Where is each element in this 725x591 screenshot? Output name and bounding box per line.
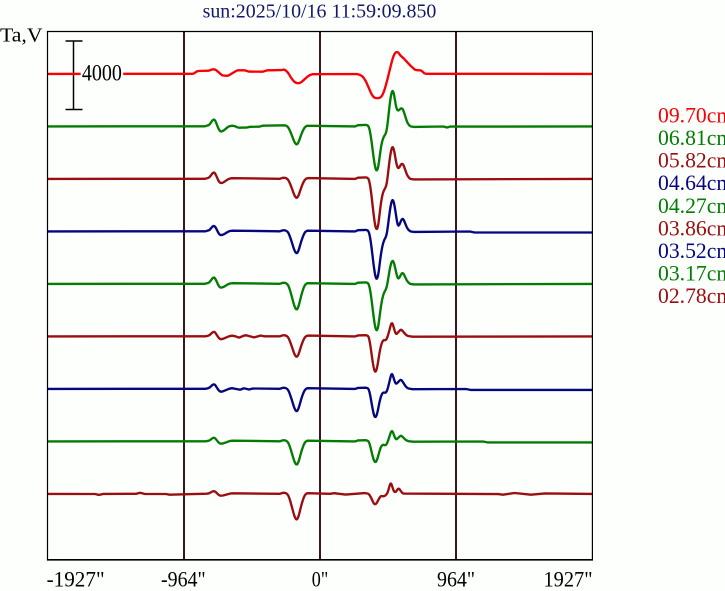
svg-text:06.81cm: 06.81cm: [658, 125, 725, 150]
svg-text:03.86cm: 03.86cm: [658, 215, 725, 240]
svg-text:04.27cm: 04.27cm: [658, 193, 725, 218]
svg-text:-964": -964": [161, 567, 206, 591]
svg-text:09.70cm: 09.70cm: [658, 102, 725, 127]
svg-text:05.82cm: 05.82cm: [658, 148, 725, 173]
svg-text:4000: 4000: [82, 60, 122, 85]
svg-text:-1927": -1927": [47, 567, 105, 591]
svg-text:02.78cm: 02.78cm: [658, 283, 725, 308]
svg-text:sun:2025/10/16 11:59:09.850: sun:2025/10/16 11:59:09.850: [203, 2, 437, 23]
svg-text:Ta,V: Ta,V: [0, 25, 43, 47]
svg-text:04.64cm: 04.64cm: [658, 170, 725, 195]
svg-text:0": 0": [312, 567, 328, 591]
svg-text:964": 964": [437, 567, 475, 591]
svg-text:1927": 1927": [544, 567, 593, 591]
svg-text:03.52cm: 03.52cm: [658, 238, 725, 263]
svg-text:03.17cm: 03.17cm: [658, 261, 725, 286]
